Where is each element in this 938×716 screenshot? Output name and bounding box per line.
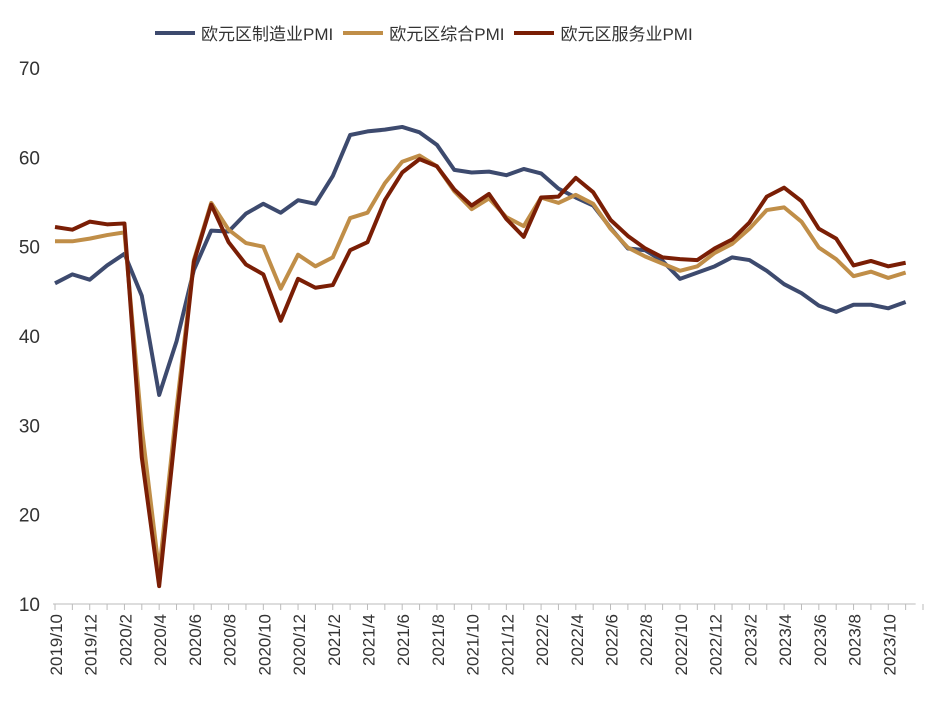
x-tick-label: 2022/2 xyxy=(533,614,552,666)
x-tick-label: 2021/2 xyxy=(325,614,344,666)
x-tick-label: 2020/10 xyxy=(255,614,274,675)
x-tick-label: 2021/10 xyxy=(464,614,483,675)
x-tick-label: 2023/2 xyxy=(741,614,760,666)
x-tick-label: 2022/6 xyxy=(603,614,622,666)
x-tick-label: 2021/6 xyxy=(394,614,413,666)
series-line-services xyxy=(54,157,907,589)
x-tick-label: 2023/8 xyxy=(846,614,865,666)
y-tick-label: 20 xyxy=(19,506,40,527)
x-tick-label: 2020/12 xyxy=(290,614,309,675)
legend-label-composite: 欧元区综合PMI xyxy=(389,25,505,44)
y-tick-label: 60 xyxy=(19,148,40,169)
x-tick-label: 2022/10 xyxy=(672,614,691,675)
y-tick-label: 10 xyxy=(19,595,40,616)
legend-item-manufacturing: 欧元区制造业PMI xyxy=(155,20,333,45)
legend-label-services: 欧元区服务业PMI xyxy=(560,25,693,44)
x-tick-label: 2020/6 xyxy=(186,614,205,666)
legend-swatch-services xyxy=(514,30,555,35)
chart-legend: 欧元区制造业PMI 欧元区综合PMI 欧元区服务业PMI xyxy=(155,20,693,45)
x-tick-label: 2020/2 xyxy=(116,614,135,666)
y-tick-label: 40 xyxy=(19,327,40,348)
x-tick-label: 2023/4 xyxy=(776,614,795,666)
series-line-manufacturing xyxy=(54,124,907,397)
x-tick-label: 2020/4 xyxy=(151,614,170,666)
x-tick-label: 2019/10 xyxy=(47,614,66,675)
x-tick-label: 2023/6 xyxy=(811,614,830,666)
legend-label-manufacturing: 欧元区制造业PMI xyxy=(201,25,334,44)
x-tick-label: 2021/8 xyxy=(429,614,448,666)
x-tick-label: 2022/4 xyxy=(568,614,587,666)
x-tick-label: 2020/8 xyxy=(221,614,240,666)
x-tick-label: 2021/4 xyxy=(359,614,378,666)
y-tick-label: 50 xyxy=(19,238,40,259)
legend-swatch-composite xyxy=(343,30,384,35)
x-tick-label: 2022/8 xyxy=(637,614,656,666)
x-tick-label: 2023/10 xyxy=(880,614,899,675)
legend-swatch-manufacturing xyxy=(155,30,195,35)
legend-item-composite: 欧元区综合PMI xyxy=(343,20,504,45)
x-tick-label: 2022/12 xyxy=(707,614,726,675)
x-tick-label: 2021/12 xyxy=(498,614,517,675)
x-tick-label: 2019/12 xyxy=(82,614,101,675)
y-tick-label: 30 xyxy=(19,416,40,437)
legend-item-services: 欧元区服务业PMI xyxy=(514,20,693,45)
y-tick-label: 70 xyxy=(19,59,40,80)
